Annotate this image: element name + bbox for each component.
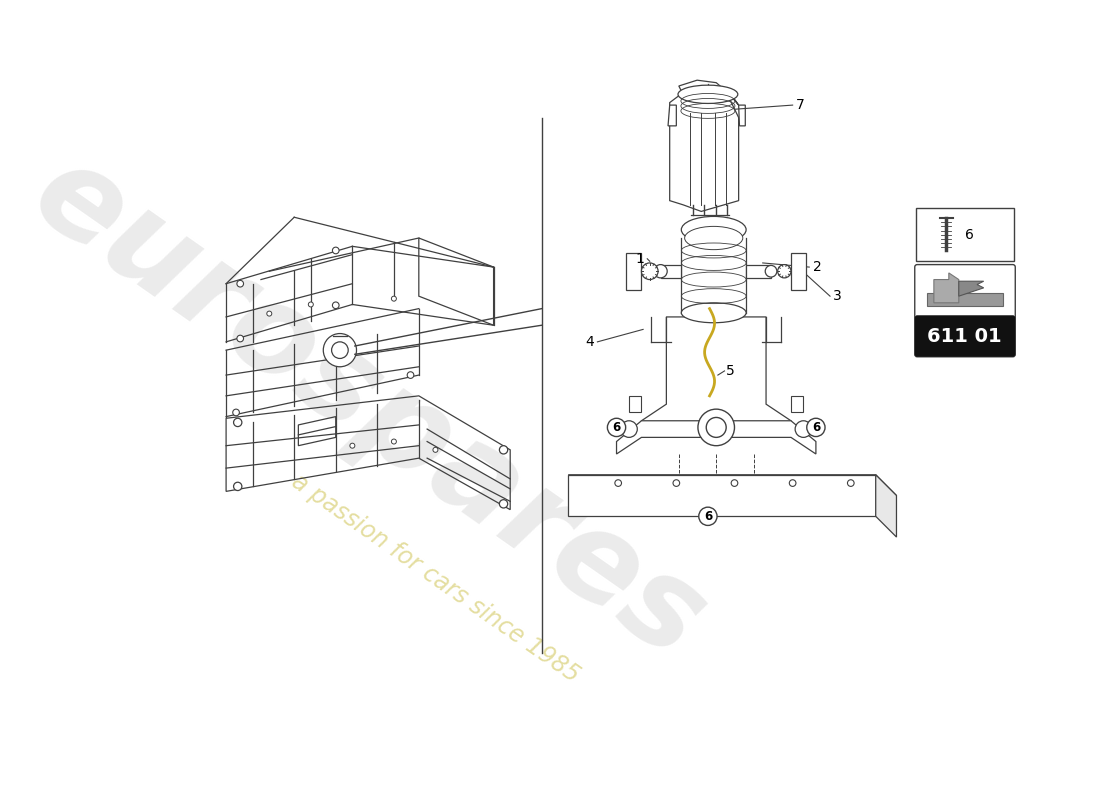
Polygon shape [668, 105, 676, 126]
Polygon shape [629, 396, 641, 413]
Text: eurospares: eurospares [11, 132, 727, 685]
Text: 6: 6 [812, 421, 820, 434]
Polygon shape [791, 396, 803, 413]
Circle shape [233, 418, 242, 426]
Circle shape [697, 409, 735, 446]
Circle shape [706, 418, 726, 438]
Circle shape [499, 446, 508, 454]
Polygon shape [569, 474, 896, 495]
Text: a passion for cars since 1985: a passion for cars since 1985 [287, 470, 584, 687]
Circle shape [267, 311, 272, 316]
Polygon shape [934, 273, 959, 303]
Text: 3: 3 [834, 289, 843, 303]
Text: 611 01: 611 01 [927, 326, 1002, 346]
Text: 2: 2 [813, 260, 822, 274]
Polygon shape [569, 474, 876, 516]
Circle shape [615, 480, 622, 486]
Circle shape [790, 480, 796, 486]
Circle shape [795, 421, 812, 438]
Text: 6: 6 [965, 228, 974, 242]
Polygon shape [679, 80, 738, 105]
Polygon shape [670, 86, 738, 211]
Circle shape [607, 418, 626, 437]
Circle shape [236, 335, 243, 342]
Circle shape [499, 500, 508, 508]
Text: 6: 6 [704, 510, 712, 522]
Circle shape [308, 302, 314, 307]
Circle shape [407, 372, 414, 378]
Polygon shape [661, 265, 681, 278]
Text: 4: 4 [585, 335, 594, 349]
Ellipse shape [681, 217, 746, 243]
Ellipse shape [684, 226, 743, 250]
Circle shape [806, 418, 825, 437]
Circle shape [236, 280, 243, 287]
Circle shape [233, 409, 240, 416]
Ellipse shape [681, 303, 746, 322]
Circle shape [392, 439, 396, 444]
Polygon shape [791, 253, 806, 290]
Text: 1: 1 [635, 252, 643, 266]
Polygon shape [641, 317, 791, 434]
Text: 5: 5 [726, 364, 735, 378]
Circle shape [350, 443, 355, 448]
Circle shape [392, 296, 396, 301]
Polygon shape [616, 421, 816, 454]
Ellipse shape [778, 265, 791, 278]
Text: 6: 6 [613, 421, 620, 434]
Ellipse shape [653, 265, 668, 278]
Circle shape [331, 342, 349, 358]
Circle shape [698, 507, 717, 526]
Circle shape [847, 480, 854, 486]
Circle shape [233, 482, 242, 490]
Circle shape [433, 447, 438, 452]
Circle shape [332, 302, 339, 309]
Polygon shape [746, 265, 771, 278]
Polygon shape [738, 105, 746, 126]
Ellipse shape [678, 85, 738, 103]
FancyBboxPatch shape [915, 315, 1015, 357]
Text: 7: 7 [796, 98, 805, 112]
Polygon shape [959, 282, 983, 296]
Circle shape [332, 247, 339, 254]
Polygon shape [876, 474, 896, 537]
Polygon shape [927, 293, 1003, 306]
Circle shape [732, 480, 738, 486]
Ellipse shape [641, 263, 658, 279]
FancyBboxPatch shape [915, 265, 1015, 357]
FancyBboxPatch shape [916, 208, 1013, 262]
Polygon shape [627, 253, 641, 290]
Ellipse shape [766, 266, 777, 277]
Circle shape [323, 334, 356, 366]
Circle shape [620, 421, 637, 438]
Circle shape [673, 480, 680, 486]
